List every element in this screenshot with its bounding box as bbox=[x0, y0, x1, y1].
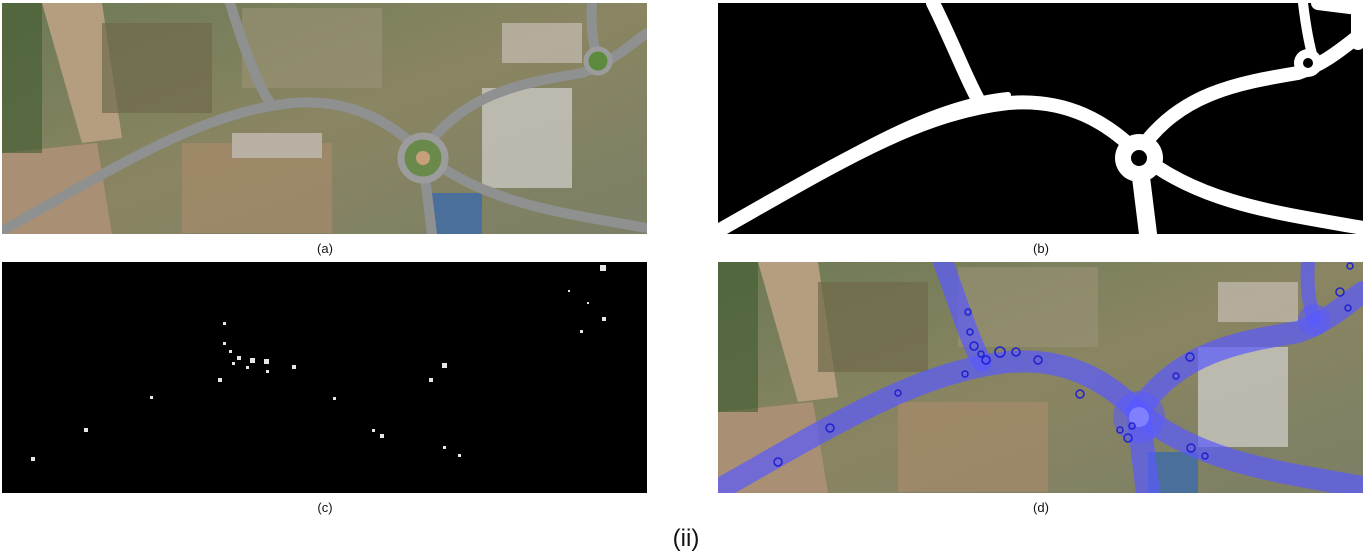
caption-b: (b) bbox=[1033, 241, 1049, 256]
figure-group-label: (ii) bbox=[672, 525, 700, 552]
caption-d: (d) bbox=[1033, 500, 1049, 515]
caption-c: (c) bbox=[317, 500, 333, 515]
panel-d-road-overlay bbox=[718, 262, 1363, 493]
panel-c-keypoint-map bbox=[2, 262, 647, 493]
panel-a-aerial-image bbox=[2, 3, 647, 234]
panel-b-road-mask bbox=[718, 3, 1363, 234]
caption-a: (a) bbox=[317, 241, 333, 256]
